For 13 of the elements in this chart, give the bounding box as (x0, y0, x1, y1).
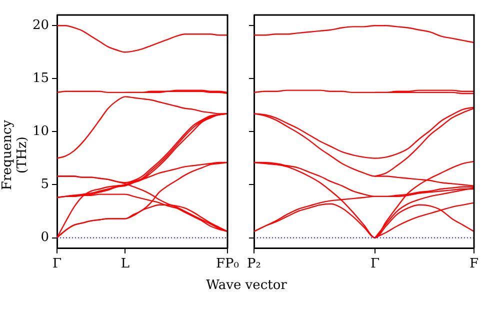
y-tick-label: 15 (32, 71, 49, 86)
x-tick-label: Γ (370, 256, 380, 272)
y-axis-title: Frequency (THz) (0, 118, 30, 192)
y-tick-label: 10 (32, 124, 49, 140)
y-tick-label: 20 (32, 18, 49, 33)
y-tick-label: 5 (40, 177, 49, 192)
x-tick-label: L (120, 256, 130, 272)
x-axis-title: Wave vector (205, 278, 288, 293)
x-tick-label: FP₀ (216, 256, 240, 272)
x-tick-label: P₂ (247, 256, 261, 272)
x-tick-label: Γ (52, 256, 62, 272)
y-tick-label: 0 (40, 230, 49, 246)
x-tick-label: F (469, 256, 479, 272)
